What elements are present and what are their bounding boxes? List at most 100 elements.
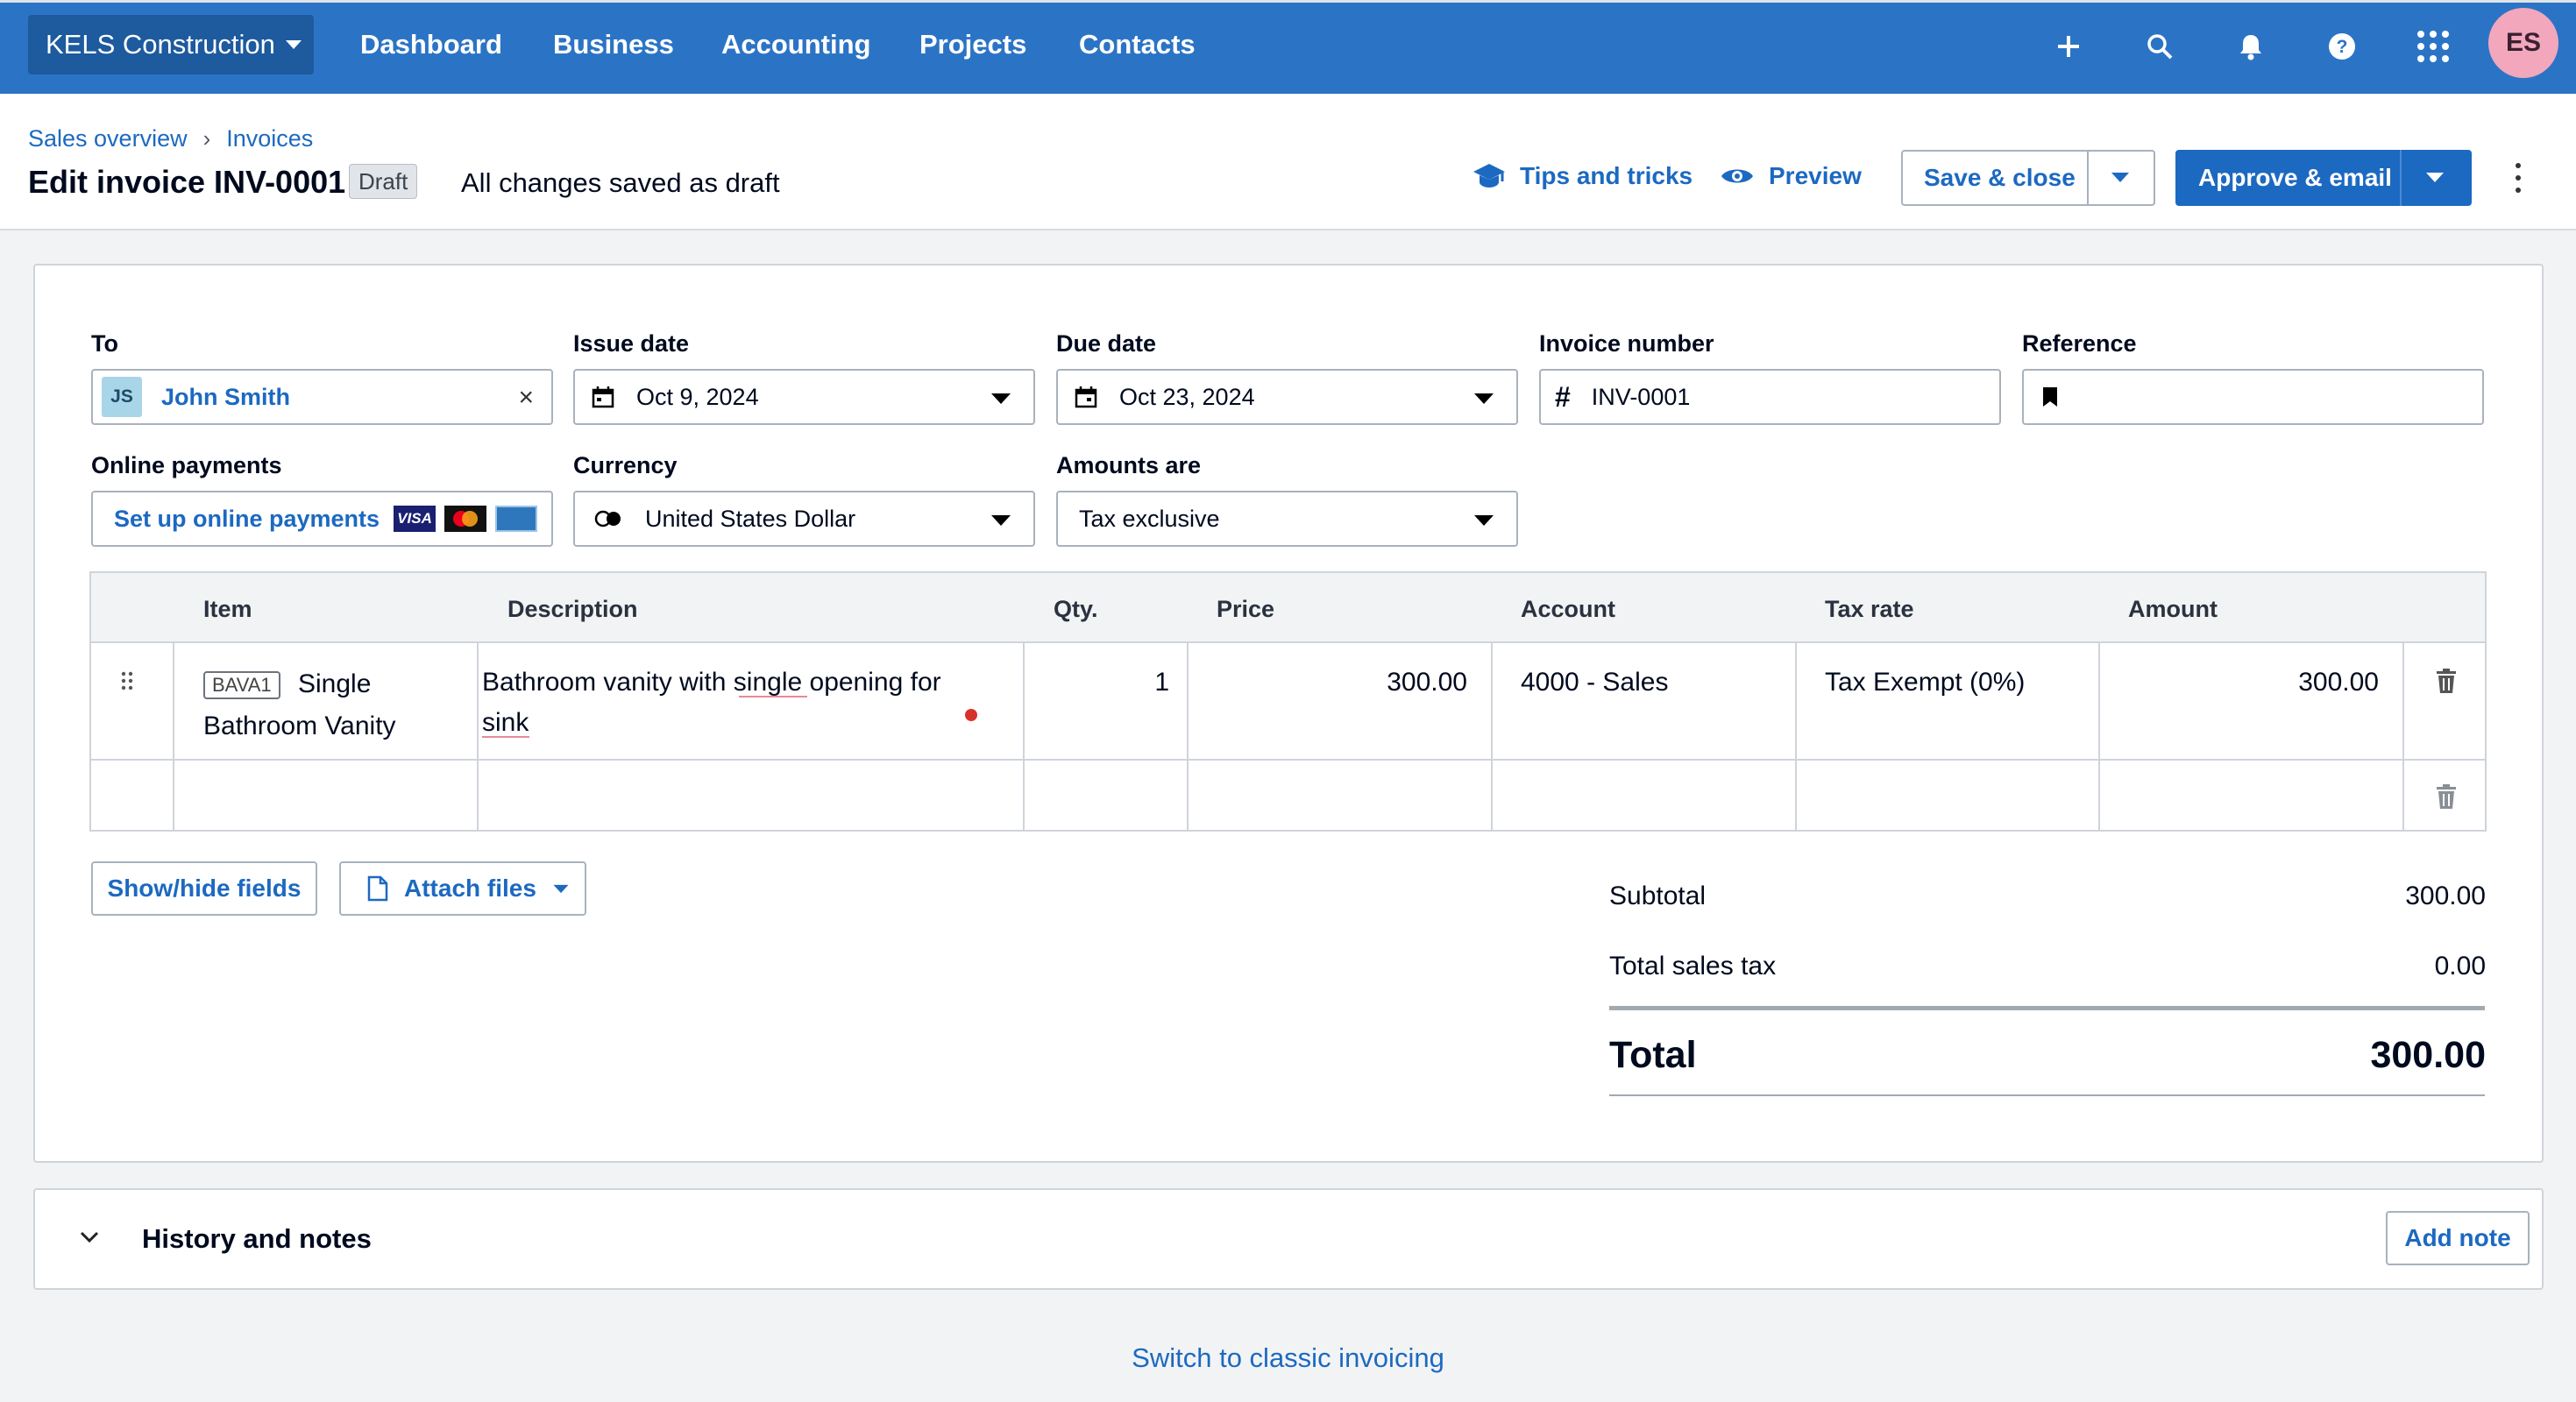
search-icon[interactable] [2140, 27, 2179, 66]
user-avatar[interactable]: ES [2488, 8, 2558, 78]
nav-projects[interactable]: Projects [919, 29, 1027, 60]
reference-field[interactable] [2022, 369, 2484, 425]
calendar-icon [1075, 386, 1097, 408]
item-name-line-1[interactable]: Single [298, 669, 372, 698]
approve-email-split-button: Approve & email [2175, 150, 2472, 206]
issue-date-field[interactable]: Oct 9, 2024 [573, 369, 1035, 425]
price-cell[interactable]: 300.00 [1387, 668, 1467, 697]
status-badge: Draft [349, 164, 418, 199]
contact-field[interactable]: JS John Smith × [91, 369, 553, 425]
breadcrumb: Sales overview › Invoices [28, 125, 313, 152]
visa-icon: VISA [394, 506, 436, 532]
history-title[interactable]: History and notes [142, 1223, 372, 1254]
contact-initials: JS [102, 377, 142, 417]
error-indicator-dot [965, 709, 977, 721]
column-divider [173, 643, 174, 830]
dropdown-caret-icon [991, 393, 1011, 404]
contact-name: John Smith [161, 383, 290, 410]
breadcrumb-sales-overview[interactable]: Sales overview [28, 125, 188, 152]
organization-name: KELS Construction [46, 29, 275, 60]
description-line-2[interactable]: sink [482, 708, 529, 737]
dropdown-caret-icon [1474, 515, 1494, 526]
total-tax-value: 0.00 [2434, 952, 2486, 981]
more-options-icon[interactable] [2514, 163, 2523, 193]
column-divider [2098, 643, 2100, 830]
row-divider [91, 759, 2485, 761]
dropdown-caret-icon [1474, 393, 1494, 404]
total-tax-label: Total sales tax [1609, 952, 1777, 981]
dropdown-caret-icon [991, 515, 1011, 526]
drag-handle-icon[interactable] [121, 671, 133, 690]
chevron-down-icon[interactable] [79, 1230, 100, 1244]
save-close-split-button: Save & close [1901, 150, 2155, 206]
switch-to-classic-link[interactable]: Switch to classic invoicing [1132, 1342, 1444, 1373]
clear-contact-icon[interactable]: × [518, 383, 534, 412]
help-icon[interactable]: ? [2323, 27, 2361, 66]
caret-down-icon [553, 884, 569, 893]
total-underline [1609, 1094, 2485, 1096]
tax-rate-cell[interactable]: Tax Exempt (0%) [1825, 668, 2026, 697]
description-line-1[interactable]: Bathroom vanity with single opening for [482, 668, 941, 697]
amounts-are-label: Amounts are [1056, 452, 1202, 478]
add-note-label: Add note [2404, 1224, 2511, 1251]
chevron-right-icon: › [202, 125, 211, 152]
delete-row-icon[interactable] [2435, 783, 2458, 810]
nav-business[interactable]: Business [553, 29, 674, 60]
graduation-cap-icon [1473, 164, 1505, 188]
issue-date-label: Issue date [573, 330, 690, 357]
page-title: Edit invoice INV-0001 [28, 164, 346, 200]
column-header-item: Item [203, 596, 252, 622]
attach-files-button[interactable]: Attach files [339, 861, 586, 916]
plus-icon[interactable] [2049, 27, 2088, 66]
show-hide-fields-button[interactable]: Show/hide fields [91, 861, 317, 916]
spellcheck-underline [482, 736, 529, 738]
approve-options-caret-icon[interactable] [2426, 173, 2444, 182]
item-name-line-2[interactable]: Bathroom Vanity [203, 712, 396, 740]
amex-icon [495, 506, 538, 532]
due-date-label: Due date [1056, 330, 1157, 357]
bookmark-icon [2043, 387, 2057, 407]
divider [2087, 152, 2089, 204]
preview-button[interactable]: Preview [1720, 162, 1862, 190]
nav-dashboard[interactable]: Dashboard [360, 29, 502, 60]
save-options-caret-icon[interactable] [2111, 173, 2129, 182]
currency-toggle-icon [594, 510, 621, 528]
total-label: Total [1609, 1034, 1697, 1076]
reference-label: Reference [2022, 330, 2137, 357]
delete-row-icon[interactable] [2435, 668, 2458, 694]
attach-files-label: Attach files [404, 874, 536, 902]
bell-icon[interactable] [2232, 27, 2270, 66]
column-header-qty: Qty. [1054, 596, 1098, 622]
account-cell[interactable]: 4000 - Sales [1521, 668, 1669, 697]
apps-grid-icon[interactable] [2414, 27, 2452, 66]
column-header-price: Price [1217, 596, 1275, 622]
approve-email-button[interactable]: Approve & email [2198, 164, 2392, 191]
item-code-badge: BAVA1 [203, 671, 280, 699]
column-header-amount: Amount [2128, 596, 2218, 622]
top-navigation-bar: KELS Construction Dashboard Business Acc… [0, 0, 2576, 94]
tips-label: Tips and tricks [1520, 162, 1693, 189]
invoice-number-field[interactable]: # INV-0001 [1539, 369, 2001, 425]
add-note-button[interactable]: Add note [2386, 1211, 2530, 1265]
amounts-are-value: Tax exclusive [1079, 505, 1220, 532]
breadcrumb-invoices[interactable]: Invoices [226, 125, 314, 152]
hash-icon: # [1555, 380, 1571, 413]
to-label: To [91, 330, 118, 357]
nav-contacts[interactable]: Contacts [1079, 29, 1196, 60]
nav-accounting[interactable]: Accounting [721, 29, 871, 60]
column-header-tax-rate: Tax rate [1825, 596, 1914, 622]
due-date-field[interactable]: Oct 23, 2024 [1056, 369, 1518, 425]
caret-down-icon [285, 40, 302, 49]
column-divider [1187, 643, 1189, 830]
online-payments-field: Set up online payments VISA [91, 491, 553, 547]
qty-cell[interactable]: 1 [1154, 668, 1169, 697]
organization-switcher[interactable]: KELS Construction [28, 15, 314, 74]
document-icon [367, 875, 388, 902]
currency-field[interactable]: United States Dollar [573, 491, 1035, 547]
invoice-number-value: INV-0001 [1591, 383, 1691, 410]
save-close-button[interactable]: Save & close [1924, 164, 2076, 191]
tips-and-tricks-button[interactable]: Tips and tricks [1473, 162, 1692, 190]
amounts-are-select[interactable]: Tax exclusive [1056, 491, 1518, 547]
amount-cell[interactable]: 300.00 [2298, 668, 2379, 697]
setup-online-payments-link[interactable]: Set up online payments [114, 505, 380, 532]
